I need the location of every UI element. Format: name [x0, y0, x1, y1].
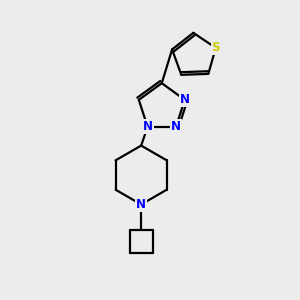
- Text: N: N: [180, 93, 190, 106]
- Text: N: N: [136, 198, 146, 211]
- Text: N: N: [142, 120, 153, 133]
- Text: N: N: [171, 120, 181, 133]
- Text: S: S: [212, 41, 220, 54]
